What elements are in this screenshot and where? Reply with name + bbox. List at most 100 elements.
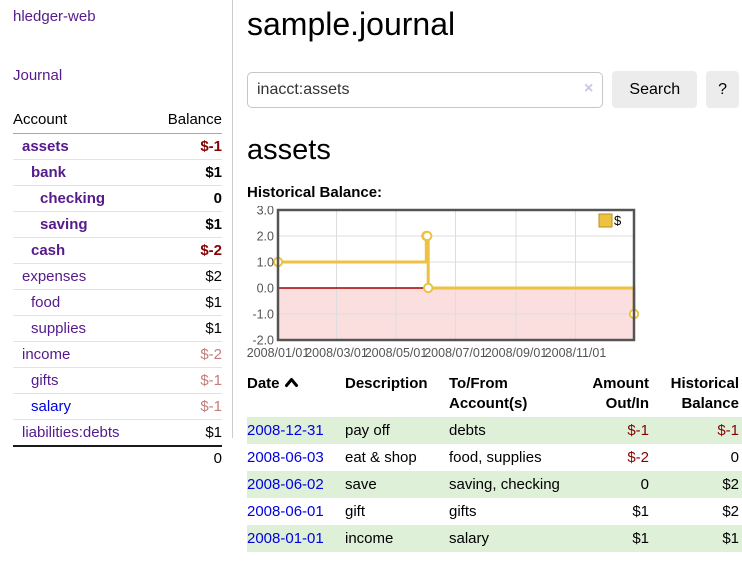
account-row: cash $-2 <box>13 237 222 264</box>
transaction-accounts: saving, checking <box>449 476 560 493</box>
register-table: Date Description To/From Account(s) Amou… <box>247 371 742 552</box>
transaction-balance: 0 <box>730 449 739 466</box>
transaction-amount: 0 <box>640 476 649 493</box>
accounts-total-value: 0 <box>151 445 222 470</box>
account-row: income $-2 <box>13 341 222 368</box>
page-title: sample.journal <box>247 6 456 42</box>
account-balance: $1 <box>151 159 222 186</box>
account-link-income[interactable]: income <box>22 346 71 363</box>
accounts-total-row: 0 <box>13 445 222 470</box>
register-row: 2008-06-03 eat & shop food, supplies $-2… <box>247 444 742 471</box>
clear-search-icon[interactable]: × <box>584 79 594 97</box>
account-link-checking[interactable]: checking <box>40 190 106 207</box>
transaction-date-link[interactable]: 2008-01-01 <box>247 530 324 547</box>
search-input[interactable] <box>247 71 604 108</box>
svg-text:1.0: 1.0 <box>257 256 274 270</box>
balance-chart: $3.0 2.0 1.0 0.0 -1.0 -2.02008/01/012008/03/0… <box>247 206 640 360</box>
transaction-balance: $1 <box>722 530 739 547</box>
transaction-amount: $-2 <box>627 449 649 466</box>
date-column-header[interactable]: Date <box>247 371 345 417</box>
account-table-header: Account Balance <box>13 108 222 134</box>
register-row: 2008-06-01 gift gifts $1 $2 <box>247 498 742 525</box>
transaction-description: eat & shop <box>345 449 417 466</box>
account-link-saving[interactable]: saving <box>40 216 88 233</box>
brand-link[interactable]: hledger-web <box>13 8 96 25</box>
svg-text:2008/05/01: 2008/05/01 <box>365 346 428 360</box>
transaction-date-link[interactable]: 2008-06-01 <box>247 503 324 520</box>
balance-column-header: Balance <box>151 108 222 134</box>
account-row: liabilities:debts $1 <box>13 419 222 447</box>
account-link-food[interactable]: food <box>31 294 61 311</box>
account-row: food $1 <box>13 289 222 316</box>
account-balance: $1 <box>151 315 222 342</box>
account-balance: $1 <box>151 419 222 447</box>
account-column-header: Account <box>13 108 152 134</box>
transaction-description: save <box>345 476 377 493</box>
account-row: expenses $2 <box>13 263 222 290</box>
app-brand: hledger-web <box>13 8 222 26</box>
register-row: 2008-01-01 income salary $1 $1 <box>247 525 742 552</box>
search-box: × <box>247 71 604 108</box>
svg-text:3.0: 3.0 <box>257 206 274 218</box>
account-row: salary $-1 <box>13 393 222 420</box>
account-balance: $-1 <box>151 367 222 394</box>
account-balance: 0 <box>151 185 222 212</box>
account-link-liabilities-debts[interactable]: liabilities:debts <box>22 424 120 441</box>
transaction-amount: $-1 <box>627 422 649 439</box>
account-balance: $-1 <box>151 393 222 420</box>
account-row: gifts $-1 <box>13 367 222 394</box>
transaction-description: pay off <box>345 422 390 439</box>
svg-text:2.0: 2.0 <box>257 230 274 244</box>
transaction-date-link[interactable]: 2008-12-31 <box>247 422 324 439</box>
transaction-date-link[interactable]: 2008-06-03 <box>247 449 324 466</box>
accounts-column-header: To/From Account(s) <box>449 375 528 412</box>
account-row: assets $-1 <box>13 133 222 160</box>
account-link-gifts[interactable]: gifts <box>31 372 59 389</box>
sidebar: hledger-web Journal Account Balance asse… <box>0 0 233 470</box>
svg-text:2008/01/01: 2008/01/01 <box>247 346 309 360</box>
account-row: checking 0 <box>13 185 222 212</box>
account-link-expenses[interactable]: expenses <box>22 268 87 285</box>
transaction-date-link[interactable]: 2008-06-02 <box>247 476 324 493</box>
transaction-description: gift <box>345 503 366 520</box>
account-link-cash[interactable]: cash <box>31 242 66 259</box>
svg-text:2008/03/01: 2008/03/01 <box>305 346 368 360</box>
account-balance: $1 <box>151 289 222 316</box>
description-column-header: Description <box>345 375 428 392</box>
amount-column-header: Amount Out/In <box>592 375 649 412</box>
sidebar-nav: Journal <box>13 67 222 85</box>
account-balance: $-1 <box>151 133 222 160</box>
svg-text:$: $ <box>614 213 622 228</box>
account-link-salary[interactable]: salary <box>31 398 72 415</box>
balance-column-header: Historical Balance <box>670 375 739 412</box>
account-balance: $2 <box>151 263 222 290</box>
account-link-bank[interactable]: bank <box>31 164 67 181</box>
search-button[interactable]: Search <box>612 71 698 108</box>
transaction-accounts: debts <box>449 422 486 439</box>
transaction-amount: $1 <box>632 530 649 547</box>
account-row: saving $1 <box>13 211 222 238</box>
transaction-balance: $2 <box>722 503 739 520</box>
transaction-balance: $-1 <box>717 422 739 439</box>
account-link-assets[interactable]: assets <box>22 138 69 155</box>
account-link-supplies[interactable]: supplies <box>31 320 87 337</box>
sort-ascending-icon <box>284 374 299 394</box>
transaction-accounts: gifts <box>449 503 477 520</box>
svg-text:2008/11/01: 2008/11/01 <box>545 346 607 360</box>
transaction-balance: $2 <box>722 476 739 493</box>
chart-title: Historical Balance: <box>247 184 383 201</box>
transaction-amount: $1 <box>632 503 649 520</box>
account-balance: $1 <box>151 211 222 238</box>
register-row: 2008-12-31 pay off debts $-1 $-1 <box>247 417 742 444</box>
svg-text:0.0: 0.0 <box>257 282 274 296</box>
transaction-description: income <box>345 530 394 547</box>
account-balance: $-2 <box>151 237 222 264</box>
svg-text:-1.0: -1.0 <box>252 308 274 322</box>
nav-journal-link[interactable]: Journal <box>13 67 63 84</box>
main-content: sample.journal × Search ? assets Histori… <box>233 0 742 582</box>
account-balance-table: Account Balance assets $-1 bank $1 check… <box>13 108 222 470</box>
svg-text:-2.0: -2.0 <box>252 334 274 348</box>
help-button[interactable]: ? <box>706 71 739 108</box>
svg-text:2008/07/01: 2008/07/01 <box>424 346 487 360</box>
transaction-accounts: food, supplies <box>449 449 542 466</box>
